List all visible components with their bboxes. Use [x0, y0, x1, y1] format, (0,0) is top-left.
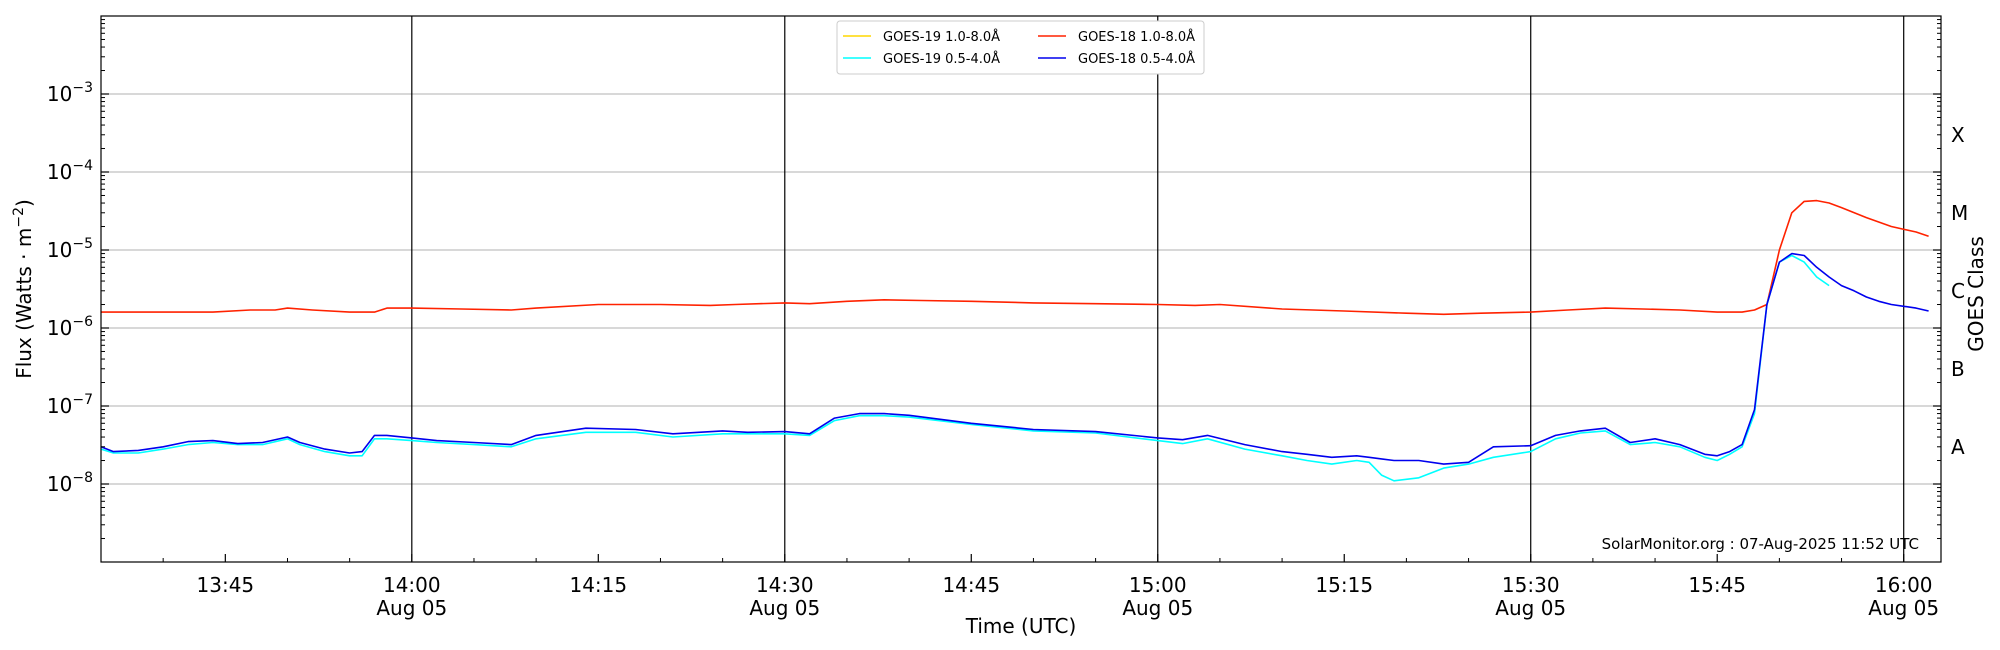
goes-class-label: C	[1951, 279, 1965, 303]
legend-label: GOES-18 1.0-8.0Å	[1078, 29, 1195, 45]
x-tick-label: 15:00	[1129, 573, 1187, 597]
y-tick-label: 10−5	[47, 236, 93, 262]
date-vertical-lines	[411, 16, 1905, 562]
x-tick-label: 15:45	[1688, 573, 1746, 597]
x-tick-label: 14:00	[383, 573, 441, 597]
legend-box	[836, 20, 1205, 75]
series-line	[100, 252, 1929, 465]
x-tick-label: 14:30	[756, 573, 814, 597]
x-tick-date-label: Aug 05	[376, 596, 447, 620]
legend: GOES-19 1.0-8.0Å GOES-19 0.5-4.0Å GOES-18 …	[836, 20, 1205, 75]
x-tick-date-label: Aug 05	[1495, 596, 1566, 620]
plot-frame	[100, 15, 1942, 563]
y-tick-label: 10−6	[47, 314, 93, 340]
x-tick-date-label: Aug 05	[1122, 596, 1193, 620]
y-tick-label: 10−7	[47, 392, 93, 418]
right-axis-label: GOES Class	[1964, 236, 1988, 352]
legend-label: GOES-18 0.5-4.0Å	[1078, 51, 1195, 67]
x-tick-label: 14:15	[569, 573, 627, 597]
x-tick-label: 15:30	[1502, 573, 1560, 597]
x-tick-label: 16:00	[1875, 573, 1933, 597]
goes-class-label: X	[1951, 123, 1965, 147]
x-tick-label: 14:45	[942, 573, 1000, 597]
x-tick-date-label: Aug 05	[1868, 596, 1939, 620]
x-tick-label: 13:45	[197, 573, 255, 597]
y-tick-label: 10−3	[47, 80, 93, 106]
y-tick-label: 10−8	[47, 470, 93, 496]
series-lines	[100, 199, 1929, 482]
series-line	[101, 199, 1929, 316]
x-tick-label: 15:15	[1315, 573, 1373, 597]
y-axis-ticks: 10−8 10−7 10−6 10−5 10−4 10−3	[47, 19, 1941, 540]
grid-lines	[101, 93, 1941, 485]
goes-class-label: A	[1951, 435, 1965, 459]
credit-text: SolarMonitor.org : 07-Aug-2025 11:52 UTC	[1602, 535, 1919, 553]
legend-label: GOES-19 1.0-8.0Å	[883, 29, 1000, 45]
goes-class-label: B	[1951, 357, 1965, 381]
goes-class-label: M	[1951, 201, 1968, 225]
series-line	[100, 254, 1830, 482]
legend-label: GOES-19 0.5-4.0Å	[883, 51, 1000, 67]
x-tick-date-label: Aug 05	[749, 596, 820, 620]
y-tick-label: 10−4	[47, 158, 93, 184]
x-axis-label: Time (UTC)	[965, 614, 1077, 638]
y-axis-label: Flux (Watts · m−2)	[11, 199, 36, 379]
goes-class-labels: X M C B A	[1951, 123, 1968, 459]
